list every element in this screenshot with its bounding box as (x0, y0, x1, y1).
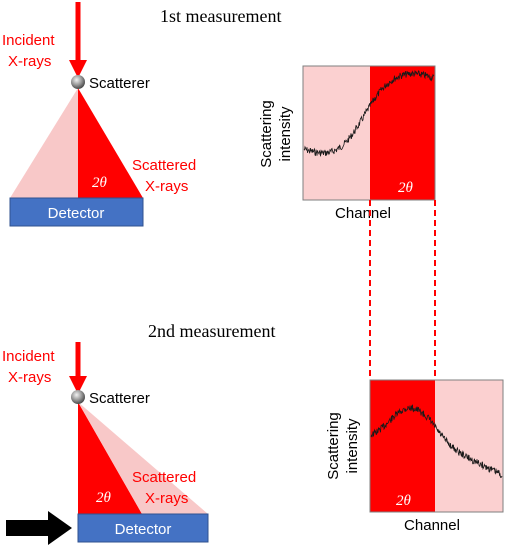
second-scatter-cone-light (78, 402, 208, 514)
first-scatter-cone-red (78, 88, 143, 198)
second-plot-red-region (370, 380, 435, 512)
first-plot-angle-label: 2θ (398, 180, 414, 196)
second-plot-ylabel-line1: Scattering (325, 412, 342, 480)
detector-shift-arrow-icon (6, 511, 72, 545)
first-scattered-label-line2: X-rays (145, 178, 188, 195)
first-plot-xlabel: Channel (335, 205, 391, 222)
second-plot-light-region (435, 380, 503, 512)
first-measurement-title: 1st measurement (160, 6, 281, 26)
second-scatterer-ball (71, 390, 85, 404)
first-incident-label-line2: X-rays (8, 53, 51, 70)
second-detector-label: Detector (115, 521, 172, 538)
first-detector-label: Detector (48, 205, 105, 222)
first-scatterer-label: Scatterer (89, 75, 150, 92)
second-incident-label-line1: Incident (2, 348, 55, 365)
first-angle-label: 2θ (92, 175, 108, 191)
second-plot-frame (369, 379, 504, 513)
first-incident-arrowhead (69, 60, 87, 78)
second-detector (77, 513, 209, 543)
first-scatter-cone-light (10, 88, 78, 198)
second-measurement-title: 2nd measurement (148, 321, 275, 341)
second-plot-ylabel-line2: intensity (344, 418, 361, 474)
first-plot-ylabel-line2: intensity (277, 106, 294, 162)
second-incident-arrowhead (69, 376, 87, 394)
second-intensity-curve (370, 404, 503, 479)
first-incident-label-line1: Incident (2, 32, 55, 49)
first-scattered-label-line1: Scattered (132, 157, 196, 174)
second-scattered-label-line2: X-rays (145, 490, 188, 507)
first-detector (9, 197, 144, 227)
second-plot-xlabel: Channel (404, 517, 460, 534)
second-scattered-label-line1: Scattered (132, 469, 196, 486)
second-scatterer-label: Scatterer (89, 390, 150, 407)
second-plot-angle-label: 2θ (396, 493, 412, 509)
second-angle-label: 2θ (96, 490, 112, 506)
second-incident-label-line2: X-rays (8, 369, 51, 386)
first-intensity-curve (303, 70, 435, 157)
first-plot-ylabel-line1: Scattering (258, 100, 275, 168)
first-plot-light-region (303, 66, 370, 200)
first-scatterer-ball (71, 75, 85, 89)
